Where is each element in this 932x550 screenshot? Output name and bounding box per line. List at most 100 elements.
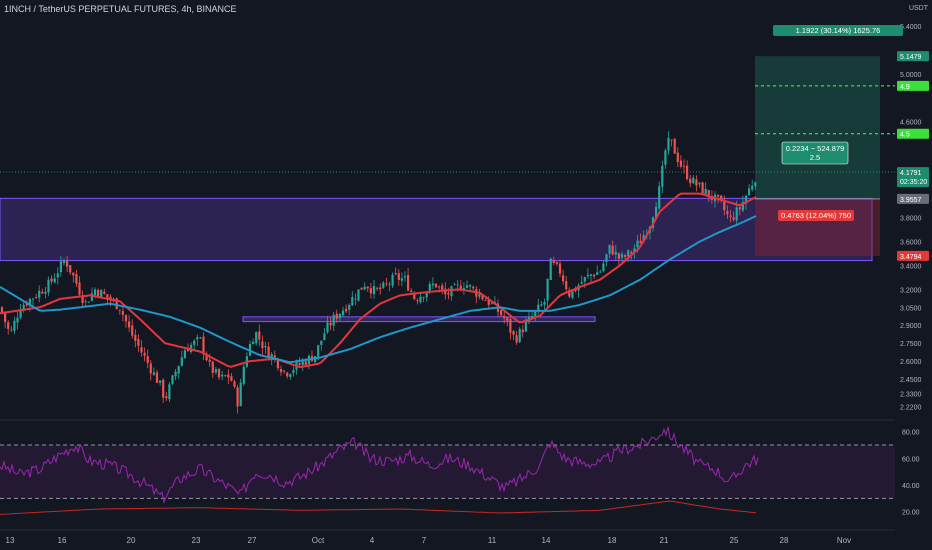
candle-body — [366, 286, 369, 289]
position-stop-area — [755, 198, 880, 256]
candle-body — [596, 272, 599, 276]
candle-body — [453, 284, 456, 286]
candle-body — [292, 370, 295, 373]
candle-body — [633, 248, 636, 253]
candle-body — [397, 273, 400, 280]
price-axis-badge — [897, 128, 929, 139]
candle-body — [500, 310, 503, 316]
candle-body — [422, 297, 425, 299]
candle-body — [438, 286, 441, 288]
candle-body — [655, 206, 658, 218]
candle-body — [732, 217, 735, 220]
price-axis-tick: 3.2000 — [900, 287, 922, 294]
candle-body — [586, 274, 589, 277]
candle-body — [16, 317, 19, 323]
candle-body — [642, 235, 645, 242]
candle-body — [329, 323, 332, 326]
candle-body — [35, 297, 38, 298]
candle-body — [183, 350, 186, 359]
candle-body — [338, 313, 341, 319]
candle-body — [568, 289, 571, 297]
price-unit: USDT — [908, 5, 928, 12]
candle-body — [267, 346, 270, 358]
supply-zone — [0, 197, 873, 262]
candle-body — [692, 177, 695, 184]
candle-body — [75, 274, 78, 284]
candle-body — [93, 289, 97, 295]
candle-body — [593, 274, 596, 277]
price-axis-tick: 5.4000 — [900, 24, 922, 31]
candle-body — [667, 137, 670, 151]
rsi-axis-tick: 80.00 — [902, 430, 920, 437]
candle-body — [376, 287, 379, 289]
candle-body — [726, 211, 729, 215]
countdown-label: 02:35:20 — [900, 179, 927, 186]
candle-body — [695, 179, 698, 186]
candle-body — [159, 380, 162, 383]
candle-body — [524, 321, 527, 332]
candle-body — [416, 300, 419, 302]
candle-body — [552, 260, 555, 264]
candle-body — [341, 310, 345, 316]
candle-body — [152, 372, 155, 375]
candle-body — [227, 374, 230, 378]
candle-body — [686, 165, 689, 180]
time-axis-label: 28 — [780, 536, 789, 545]
candle-body — [97, 289, 100, 296]
candle-body — [320, 340, 323, 345]
candle-body — [279, 369, 283, 373]
price-axis-badge-label: 4.5 — [900, 132, 910, 139]
candle-body — [196, 337, 199, 340]
candle-body — [723, 201, 726, 211]
candle-body — [354, 298, 357, 300]
candle-body — [298, 362, 301, 365]
candle-body — [62, 260, 66, 264]
candle-body — [540, 304, 543, 306]
candle-body — [565, 281, 568, 289]
ratio-label-line1: 0.2234 ~ 524.879 — [786, 144, 845, 153]
candle-body — [562, 275, 565, 282]
candle-body — [162, 379, 165, 398]
candle-body — [549, 258, 552, 281]
candle-body — [602, 263, 605, 271]
candle-body — [332, 314, 335, 326]
candle-body — [673, 138, 676, 154]
candle-body — [0, 307, 4, 313]
candle-body — [360, 287, 363, 290]
time-axis-label: 27 — [248, 536, 257, 545]
candle-body — [391, 274, 394, 286]
candle-body — [744, 195, 748, 204]
candle-body — [31, 298, 35, 300]
time-axis-label: 14 — [542, 536, 551, 545]
candle-body — [534, 310, 537, 316]
candle-body — [611, 245, 614, 255]
candle-body — [221, 374, 224, 377]
candle-body — [264, 345, 267, 348]
candle-body — [357, 289, 360, 301]
candle-body — [41, 291, 44, 294]
candle-body — [571, 291, 574, 298]
time-axis-label: Nov — [837, 536, 851, 545]
candle-body — [620, 254, 624, 258]
candle-body — [434, 283, 438, 288]
candle-body — [115, 298, 118, 310]
candle-body — [199, 337, 202, 339]
candle-body — [400, 278, 403, 281]
candle-body — [738, 207, 741, 210]
target-label: 1.1922 (30.14%) 1625.76 — [796, 26, 881, 35]
candle-body — [484, 300, 487, 301]
candle-body — [506, 317, 509, 321]
candle-body — [462, 288, 465, 289]
candle-body — [682, 165, 686, 167]
candle-body — [385, 283, 388, 285]
price-axis-tick: 2.7500 — [900, 341, 922, 348]
candle-body — [720, 195, 723, 201]
candle-body — [177, 366, 180, 374]
candle-body — [589, 274, 593, 276]
time-axis-label: 25 — [730, 536, 739, 545]
candle-body — [729, 215, 732, 217]
candle-body — [382, 282, 385, 288]
candle-body — [394, 273, 397, 274]
time-axis-label: 4 — [370, 536, 375, 545]
